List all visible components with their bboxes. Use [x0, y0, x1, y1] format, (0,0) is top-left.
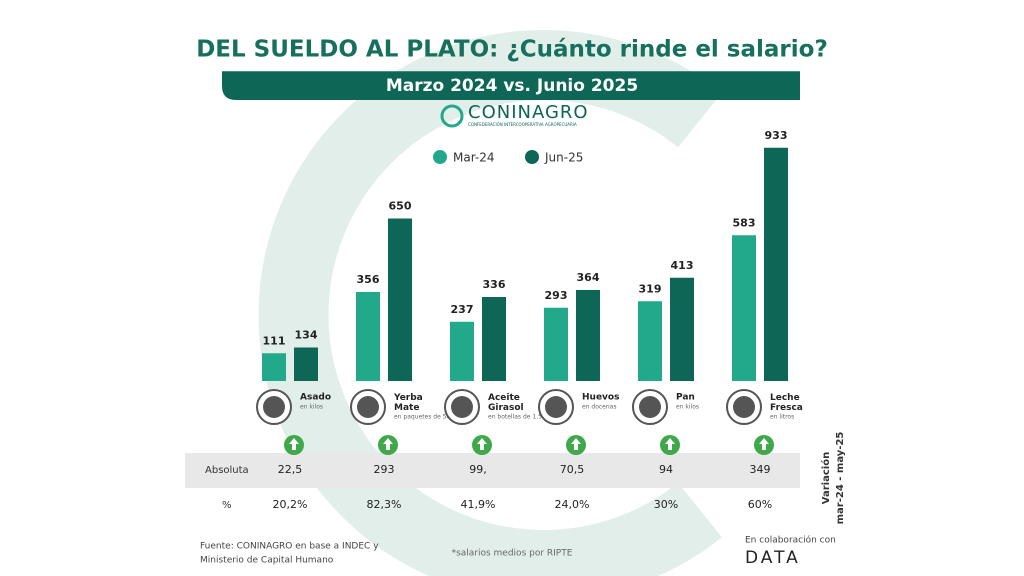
table-cell: 94	[659, 463, 673, 476]
bar	[544, 307, 568, 381]
category-icon-inner	[357, 396, 379, 418]
table-cell: 22,5	[278, 463, 303, 476]
table-cell: 349	[750, 463, 771, 476]
value-label: 364	[577, 271, 600, 284]
table-cell: 60%	[748, 498, 772, 511]
category-label: Pan	[676, 393, 695, 403]
category-unit: en litros	[770, 414, 794, 421]
legend-label: Jun-25	[544, 151, 583, 165]
bar	[670, 277, 694, 381]
value-label: 650	[389, 200, 412, 213]
bar	[764, 147, 788, 381]
value-label: 356	[357, 273, 380, 286]
table-cell: 30%	[654, 498, 678, 511]
bar	[388, 218, 412, 381]
bar	[294, 347, 318, 381]
up-arrow	[571, 438, 581, 450]
table-cell: 70,5	[560, 463, 585, 476]
value-label: 237	[451, 303, 474, 316]
category-icon-inner	[733, 396, 755, 418]
table-cell: 41,9%	[461, 498, 496, 511]
bar	[450, 321, 474, 381]
table-cell: 293	[374, 463, 395, 476]
bar	[576, 290, 600, 381]
bar	[638, 301, 662, 381]
bar	[262, 353, 286, 381]
logo-tagline: CONFEDERACIÓN INTERCOOPERATIVA AGROPECUA…	[468, 122, 577, 127]
partner: DATA	[745, 548, 801, 568]
variation-period: mar-24 - may-25	[835, 432, 846, 525]
category-label: Leche Fresca	[770, 393, 803, 413]
up-arrow	[477, 438, 487, 450]
table-cell: 99,	[469, 463, 487, 476]
source: Fuente: CONINAGRO en base a INDEC y	[200, 542, 379, 552]
variation-label: Variación	[820, 452, 832, 504]
category-label: Asado	[300, 393, 331, 403]
table-cell: 82,3%	[367, 498, 402, 511]
logo-mark	[440, 104, 464, 128]
table-cell: 20,2%	[273, 498, 308, 511]
value-label: 111	[263, 334, 286, 347]
category-unit: en paquetes de 500g	[394, 414, 458, 421]
legend-swatch	[433, 150, 447, 164]
category-unit: en kilos	[300, 404, 323, 411]
category-label: Yerba Mate	[393, 393, 423, 413]
bar	[356, 292, 380, 381]
up-arrow	[289, 438, 299, 450]
chart-subtitle: Marzo 2024 vs. Junio 2025	[386, 76, 638, 96]
table-band	[185, 453, 800, 488]
value-label: 319	[639, 282, 662, 295]
subtitle-band	[222, 72, 800, 100]
up-arrow	[383, 438, 393, 450]
legend-label: Mar-24	[453, 151, 494, 165]
value-label: 336	[483, 278, 506, 291]
up-arrow	[665, 438, 675, 450]
category-unit: en botellas de 1.5lt	[488, 414, 547, 421]
category-unit: en docenas	[582, 404, 616, 411]
logo-name: CONINAGRO	[468, 102, 589, 123]
source: Ministerio de Capital Humano	[200, 556, 334, 566]
category-icon-inner	[263, 396, 285, 418]
legend-swatch	[525, 150, 539, 164]
value-label: 933	[765, 129, 788, 142]
table-cell: 24,0%	[555, 498, 590, 511]
background-ring	[258, 30, 722, 576]
value-label: 413	[671, 259, 694, 272]
category-unit: en kilos	[676, 404, 699, 411]
chart-title: DEL SUELDO AL PLATO: ¿Cuánto rinde el sa…	[196, 37, 828, 63]
collaboration: En colaboración con	[745, 535, 836, 546]
category-icon-inner	[451, 396, 473, 418]
category-label: Aceite Girasol	[488, 393, 524, 413]
note: *salarios medios por RIPTE	[452, 549, 573, 559]
up-arrow	[759, 438, 769, 450]
category-label: Huevos	[582, 393, 619, 403]
category-icon-inner	[639, 396, 661, 418]
row-label: %	[222, 500, 232, 511]
value-label: 293	[545, 289, 568, 302]
value-label: 134	[295, 329, 318, 342]
row-label: Absoluta	[205, 465, 249, 476]
category-icon-inner	[545, 396, 567, 418]
value-label: 583	[733, 216, 756, 229]
bar	[732, 235, 756, 381]
bar	[482, 297, 506, 381]
